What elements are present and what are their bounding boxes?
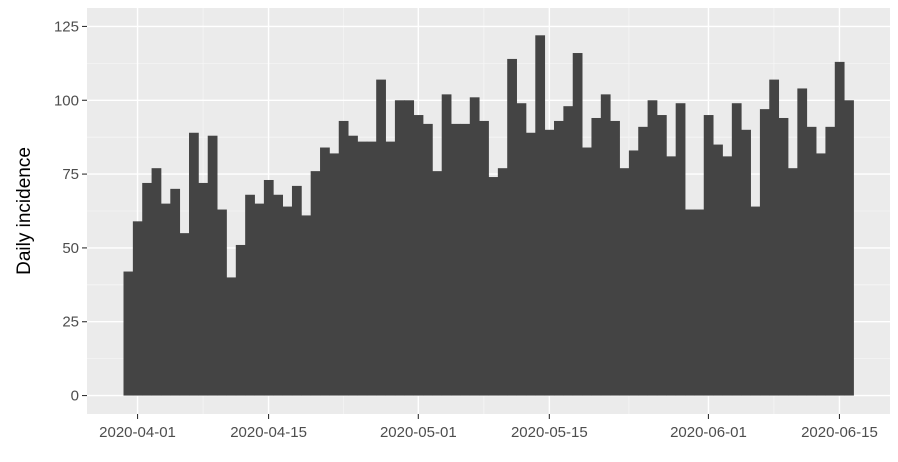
x-tick-label: 2020-04-01 bbox=[99, 424, 176, 441]
bar bbox=[404, 100, 415, 396]
bar bbox=[479, 120, 489, 396]
bar bbox=[647, 100, 658, 396]
bar bbox=[217, 209, 227, 396]
x-tick-label: 2020-04-15 bbox=[230, 424, 307, 441]
bar bbox=[170, 188, 181, 396]
bar bbox=[628, 150, 639, 396]
bar bbox=[554, 120, 564, 396]
x-tick-label: 2020-06-15 bbox=[801, 424, 878, 441]
bar bbox=[207, 135, 218, 396]
bar bbox=[525, 132, 536, 396]
bar bbox=[226, 277, 237, 396]
bar bbox=[432, 171, 443, 396]
bar bbox=[160, 203, 171, 396]
bar bbox=[245, 194, 255, 396]
bar bbox=[563, 106, 574, 396]
bar bbox=[544, 129, 555, 396]
bar bbox=[825, 126, 836, 396]
bar bbox=[806, 126, 817, 396]
bar bbox=[516, 103, 527, 396]
bars bbox=[123, 35, 854, 396]
bar bbox=[123, 271, 134, 396]
bar bbox=[263, 179, 274, 396]
bar bbox=[282, 206, 293, 396]
bar bbox=[722, 156, 733, 396]
bar bbox=[394, 100, 405, 396]
y-tick-label: 50 bbox=[62, 240, 79, 257]
bar bbox=[600, 94, 611, 396]
bar bbox=[310, 171, 321, 396]
y-axis: 0 25 50 75 100 125 bbox=[54, 18, 87, 405]
bar bbox=[816, 153, 826, 396]
bar bbox=[179, 233, 190, 396]
bar bbox=[703, 115, 714, 396]
bar bbox=[591, 117, 602, 396]
bar bbox=[235, 244, 246, 396]
y-tick-label: 25 bbox=[62, 314, 79, 331]
bar bbox=[741, 129, 751, 396]
bar bbox=[778, 117, 789, 396]
bar bbox=[797, 88, 808, 396]
bar bbox=[460, 123, 471, 396]
bar bbox=[291, 185, 302, 396]
bar bbox=[329, 153, 340, 396]
x-tick-label: 2020-05-01 bbox=[380, 424, 457, 441]
bar bbox=[572, 53, 583, 396]
bar bbox=[132, 221, 143, 396]
bar bbox=[685, 209, 695, 396]
y-tick-label: 0 bbox=[71, 388, 79, 405]
bar bbox=[582, 147, 592, 396]
bar bbox=[142, 182, 152, 396]
bar bbox=[844, 100, 854, 396]
bar bbox=[451, 123, 461, 396]
bar bbox=[787, 168, 798, 396]
bar bbox=[666, 156, 677, 396]
bar bbox=[189, 132, 199, 396]
bar bbox=[151, 168, 162, 396]
bar bbox=[198, 182, 209, 396]
bar bbox=[507, 58, 517, 396]
bar bbox=[320, 147, 330, 396]
bar bbox=[273, 194, 284, 396]
bar bbox=[348, 135, 358, 396]
bar bbox=[441, 94, 452, 396]
bar bbox=[610, 120, 620, 396]
bar bbox=[469, 97, 480, 396]
bar bbox=[413, 115, 424, 396]
bar bbox=[497, 168, 508, 396]
bar bbox=[301, 215, 312, 396]
bar bbox=[366, 141, 377, 396]
x-axis: 2020-04-01 2020-04-15 2020-05-01 2020-05-15… bbox=[99, 414, 878, 441]
bar bbox=[834, 61, 845, 396]
bar bbox=[254, 203, 265, 396]
bar bbox=[422, 123, 433, 396]
bar bbox=[619, 168, 630, 396]
bar bbox=[769, 79, 780, 396]
bar bbox=[731, 103, 742, 396]
bar bbox=[675, 103, 686, 396]
x-tick-label: 2020-06-01 bbox=[670, 424, 747, 441]
y-axis-title: Daily incidence bbox=[14, 147, 35, 275]
y-tick-label: 75 bbox=[62, 166, 79, 183]
bar bbox=[338, 120, 349, 396]
y-tick-label: 100 bbox=[54, 92, 79, 109]
bar bbox=[656, 115, 667, 396]
x-tick-label: 2020-05-15 bbox=[511, 424, 588, 441]
bar bbox=[385, 141, 396, 396]
bar bbox=[759, 109, 770, 396]
bar bbox=[488, 177, 499, 396]
bar bbox=[357, 141, 368, 396]
bar bbox=[750, 206, 761, 396]
bar bbox=[694, 209, 705, 396]
bar bbox=[713, 144, 723, 396]
bar bbox=[376, 79, 386, 396]
bar bbox=[535, 35, 546, 396]
bar bbox=[638, 126, 649, 396]
y-tick-label: 125 bbox=[54, 18, 79, 35]
